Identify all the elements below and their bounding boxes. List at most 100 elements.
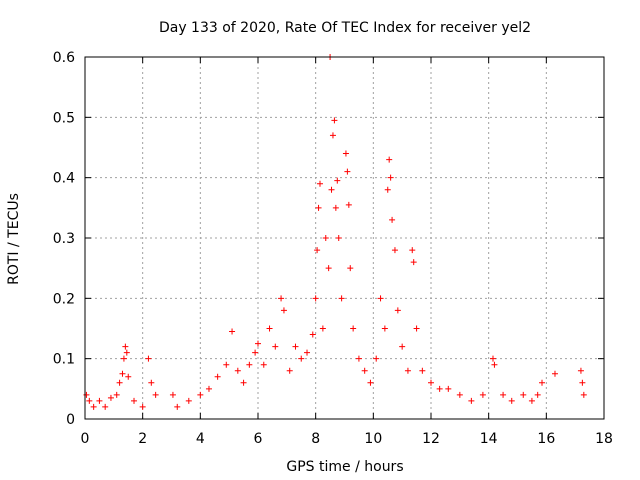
data-point xyxy=(325,265,332,272)
data-point xyxy=(347,265,354,272)
data-point xyxy=(197,391,204,398)
data-point xyxy=(107,394,114,401)
data-point xyxy=(373,355,380,362)
data-point xyxy=(120,355,127,362)
data-point xyxy=(456,391,463,398)
data-point xyxy=(410,259,417,266)
y-axis-label: ROTI / TECUs xyxy=(6,193,22,285)
chart-title: Day 133 of 2020, Rate Of TEC Index for r… xyxy=(159,20,531,36)
data-point xyxy=(399,343,406,350)
data-point xyxy=(539,379,546,386)
data-point xyxy=(266,325,273,332)
data-point xyxy=(185,397,192,404)
data-point xyxy=(86,397,93,404)
data-point xyxy=(551,370,558,377)
data-point xyxy=(298,355,305,362)
data-point xyxy=(315,204,322,211)
data-point xyxy=(319,325,326,332)
data-point xyxy=(278,295,285,302)
data-point xyxy=(280,307,287,314)
data-point xyxy=(391,247,398,254)
data-point xyxy=(338,295,345,302)
data-point xyxy=(389,216,396,223)
data-point xyxy=(409,247,416,254)
data-point xyxy=(419,367,426,374)
data-point xyxy=(428,379,434,386)
data-point xyxy=(386,156,393,163)
data-point xyxy=(334,177,341,184)
x-tick-label: 8 xyxy=(311,431,320,447)
x-tick-label: 2 xyxy=(138,431,147,447)
y-tick-label: 0 xyxy=(66,412,75,428)
data-point xyxy=(174,403,181,410)
data-point xyxy=(404,367,411,374)
data-point xyxy=(122,343,129,350)
x-axis-label: GPS time / hours xyxy=(286,459,403,475)
data-point xyxy=(304,349,311,356)
x-tick-label: 4 xyxy=(196,431,205,447)
data-point xyxy=(579,379,586,386)
grid-lines xyxy=(85,57,604,419)
data-point xyxy=(468,397,475,404)
data-point xyxy=(377,295,384,302)
data-point xyxy=(479,391,486,398)
data-point xyxy=(145,355,152,362)
data-point xyxy=(508,397,515,404)
data-point xyxy=(342,150,349,157)
x-tick-label: 0 xyxy=(81,431,90,447)
data-point xyxy=(312,295,319,302)
y-tick-label: 0.5 xyxy=(53,110,75,126)
data-point xyxy=(345,201,352,208)
y-tick-label: 0.2 xyxy=(53,291,75,307)
data-point xyxy=(152,391,159,398)
data-point xyxy=(394,307,401,314)
y-tick-label: 0.6 xyxy=(53,50,75,66)
plot-frame xyxy=(84,56,605,420)
data-point xyxy=(292,343,299,350)
data-point xyxy=(286,367,293,374)
data-point xyxy=(234,367,241,374)
data-point xyxy=(577,367,584,374)
axis-ticks: 0 2 4 6 8 10 12 14 16 18 0 0.1 0.2 0.3 0.4 0.5 0.6 xyxy=(53,50,613,447)
data-point xyxy=(384,186,391,193)
data-point xyxy=(361,367,368,374)
data-point xyxy=(580,391,587,398)
data-point xyxy=(350,325,357,332)
data-point xyxy=(272,343,279,350)
data-point xyxy=(332,204,339,211)
data-point xyxy=(355,355,362,362)
data-point xyxy=(116,379,123,386)
data-point xyxy=(246,361,253,368)
data-point xyxy=(331,117,338,124)
data-point xyxy=(445,385,452,392)
data-point xyxy=(113,391,120,398)
data-point xyxy=(413,325,420,332)
x-tick-label: 12 xyxy=(422,431,440,447)
data-point xyxy=(381,325,388,332)
data-point xyxy=(520,391,527,398)
data-point xyxy=(131,397,138,404)
data-point xyxy=(83,391,90,398)
data-point xyxy=(148,379,155,386)
data-point xyxy=(344,168,351,175)
data-point xyxy=(316,180,323,187)
y-tick-label: 0.3 xyxy=(53,231,75,247)
x-tick-label: 6 xyxy=(254,431,263,447)
data-point xyxy=(387,174,394,181)
data-point xyxy=(255,340,261,347)
data-point xyxy=(260,361,267,368)
y-tick-label: 0.1 xyxy=(53,352,75,368)
data-point xyxy=(90,403,97,410)
data-point xyxy=(96,397,103,404)
data-point xyxy=(328,186,335,193)
data-point xyxy=(123,349,130,356)
data-point xyxy=(252,349,259,356)
data-point xyxy=(214,373,221,380)
x-tick-label: 16 xyxy=(537,431,555,447)
data-point xyxy=(322,235,329,241)
data-point xyxy=(534,391,541,398)
x-tick-label: 10 xyxy=(364,431,382,447)
data-point xyxy=(489,355,496,362)
